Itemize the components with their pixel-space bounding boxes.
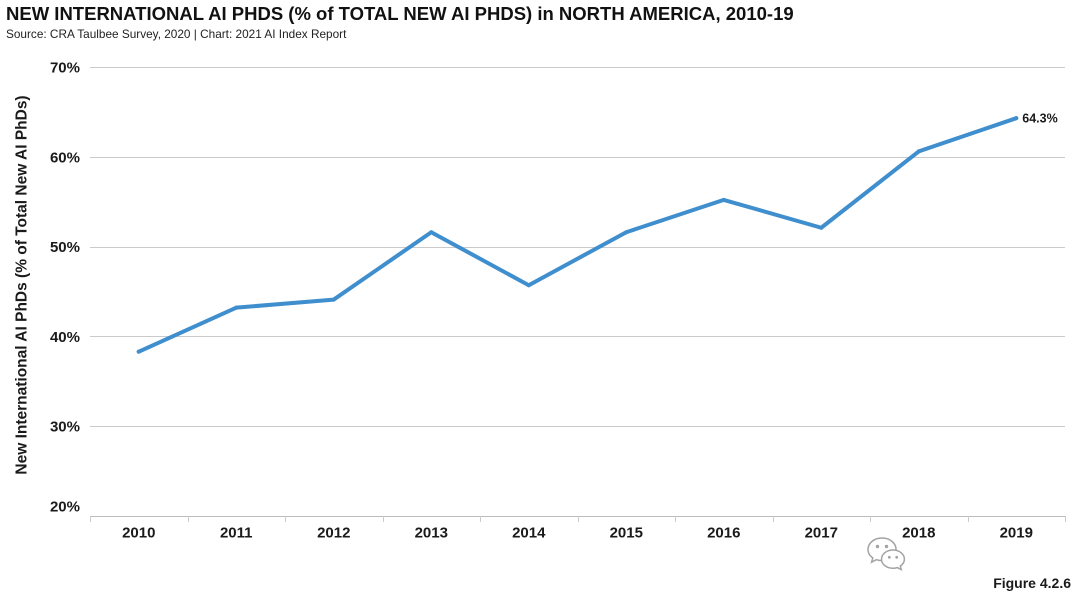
x-tick-label-2019: 2019	[1000, 525, 1033, 542]
y-axis-label: New International AI PhDs (% of Total Ne…	[14, 95, 31, 474]
x-tick-label-2014: 2014	[512, 525, 546, 542]
y-tick-label-30: 30%	[50, 419, 80, 436]
data-labels: 64.3%	[1022, 112, 1057, 126]
data-point-2012	[331, 297, 336, 302]
x-tick-label-2012: 2012	[317, 525, 350, 542]
data-point-2018	[916, 149, 921, 154]
x-tick-label-2017: 2017	[805, 525, 838, 542]
chart-subtitle: Source: CRA Taulbee Survey, 2020 | Chart…	[6, 27, 347, 41]
data-point-2015	[624, 230, 629, 235]
y-tick-label-50: 50%	[50, 239, 80, 256]
x-tick-label-2016: 2016	[707, 525, 740, 542]
data-point-2014	[526, 283, 531, 288]
gridlines	[90, 67, 1065, 517]
data-point-2016	[721, 197, 726, 202]
data-point-2011	[234, 305, 239, 310]
y-tick-label-40: 40%	[50, 329, 80, 346]
series-layer	[136, 116, 1019, 354]
x-tick-label-2015: 2015	[610, 525, 643, 542]
data-point-2010	[136, 349, 141, 354]
y-tick-label-60: 60%	[50, 149, 80, 166]
data-label-2019: 64.3%	[1022, 112, 1057, 126]
x-tick-label-2010: 2010	[122, 525, 155, 542]
x-tick-label-2013: 2013	[415, 525, 448, 542]
x-tick-label-2011: 2011	[220, 525, 253, 542]
data-point-2019	[1014, 116, 1019, 121]
y-tick-label-70: 70%	[50, 60, 80, 77]
y-tick-label-20: 20%	[50, 499, 80, 516]
chart-title: NEW INTERNATIONAL AI PHDS (% of TOTAL NE…	[6, 3, 794, 24]
series-line	[136, 116, 1019, 354]
y-axis-tick-labels: 20% 30% 40% 50% 60% 70%	[50, 60, 80, 516]
wechat-icon	[867, 537, 906, 572]
data-point-2013	[429, 230, 434, 235]
data-point-2017	[819, 225, 824, 230]
x-axis-tick-marks	[90, 516, 1066, 522]
x-tick-label-2018: 2018	[902, 525, 935, 542]
x-axis-tick-labels: 2010 2011 2012 2013 2014 2015 2016 2017 2018 2019	[122, 525, 1033, 542]
figure-label: Figure 4.2.6	[993, 575, 1071, 591]
